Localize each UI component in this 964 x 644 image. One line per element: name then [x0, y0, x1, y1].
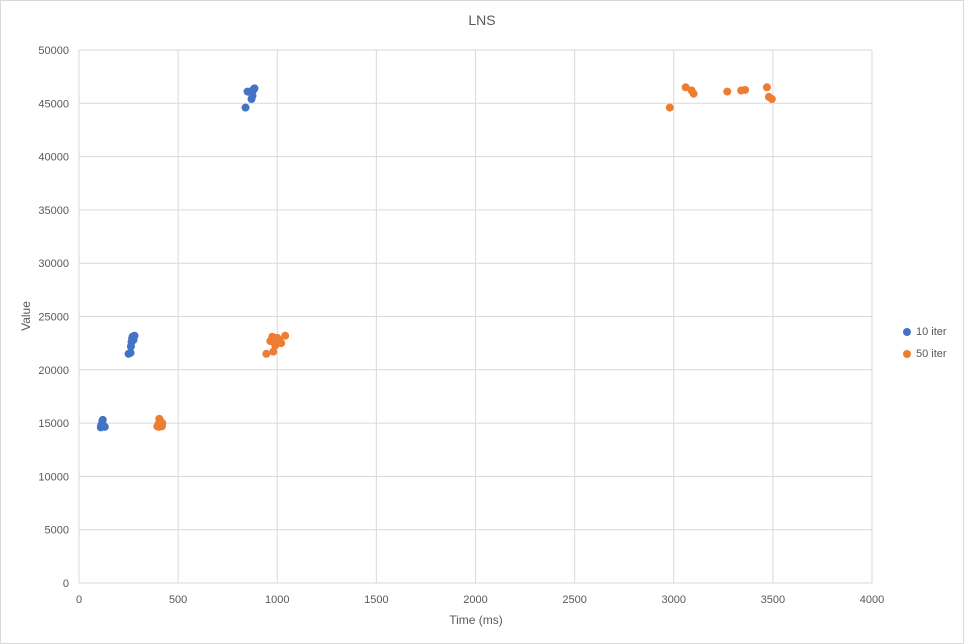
- y-tick-label: 10000: [38, 471, 69, 483]
- data-point-50-iter: [269, 347, 278, 356]
- legend-item-50-iter: 50 iter: [903, 343, 947, 365]
- data-point-10-iter: [129, 335, 138, 344]
- data-point-50-iter: [665, 103, 674, 112]
- legend-item-10-iter: 10 iter: [903, 321, 947, 343]
- x-tick-label: 1000: [265, 594, 289, 606]
- legend-label-50-iter: 50 iter: [916, 348, 947, 360]
- y-tick-label: 5000: [45, 525, 69, 537]
- y-axis-title: Value: [19, 301, 33, 331]
- x-tick-label: 1500: [364, 594, 388, 606]
- data-points: [96, 83, 776, 432]
- legend-label-10-iter: 10 iter: [916, 326, 947, 338]
- data-point-50-iter: [741, 85, 750, 94]
- y-tick-label: 0: [63, 578, 69, 590]
- x-axis-title: Time (ms): [449, 613, 503, 627]
- data-point-10-iter: [97, 421, 106, 430]
- x-tick-label: 3500: [761, 594, 785, 606]
- x-tick-label: 4000: [860, 594, 884, 606]
- chart-title: LNS: [468, 12, 496, 28]
- data-point-10-iter: [249, 86, 258, 95]
- y-tick-labels: 0 5000 10000 15000 20000 25000 30000 35000 40000…: [38, 45, 69, 590]
- x-tick-label: 2000: [463, 594, 487, 606]
- data-point-50-iter: [157, 422, 166, 431]
- data-point-10-iter: [126, 348, 135, 357]
- x-tick-label: 2500: [562, 594, 586, 606]
- data-point-50-iter: [762, 83, 771, 92]
- data-point-50-iter: [270, 338, 279, 347]
- data-point-50-iter: [767, 95, 776, 104]
- y-tick-label: 50000: [38, 45, 69, 57]
- y-tick-label: 40000: [38, 152, 69, 164]
- x-tick-label: 500: [169, 594, 187, 606]
- data-point-10-iter: [241, 103, 250, 112]
- data-point-50-iter: [689, 89, 698, 98]
- x-tick-labels: 0 500 1000 1500 2000 2500 3000 3500 4000: [76, 594, 884, 606]
- y-tick-label: 45000: [38, 98, 69, 110]
- data-point-50-iter: [262, 349, 271, 358]
- y-tick-label: 20000: [38, 365, 69, 377]
- data-point-50-iter: [281, 331, 290, 340]
- y-tick-label: 30000: [38, 258, 69, 270]
- x-tick-label: 3000: [662, 594, 686, 606]
- data-point-50-iter: [723, 87, 732, 96]
- legend: 10 iter 50 iter: [903, 321, 947, 365]
- gridlines: [78, 49, 873, 584]
- y-tick-label: 35000: [38, 205, 69, 217]
- legend-marker-50-iter: [903, 350, 911, 358]
- data-point-50-iter: [277, 339, 286, 348]
- legend-marker-10-iter: [903, 328, 911, 336]
- y-tick-label: 15000: [38, 418, 69, 430]
- data-point-50-iter: [681, 83, 690, 92]
- x-tick-label: 0: [76, 594, 82, 606]
- y-tick-label: 25000: [38, 312, 69, 324]
